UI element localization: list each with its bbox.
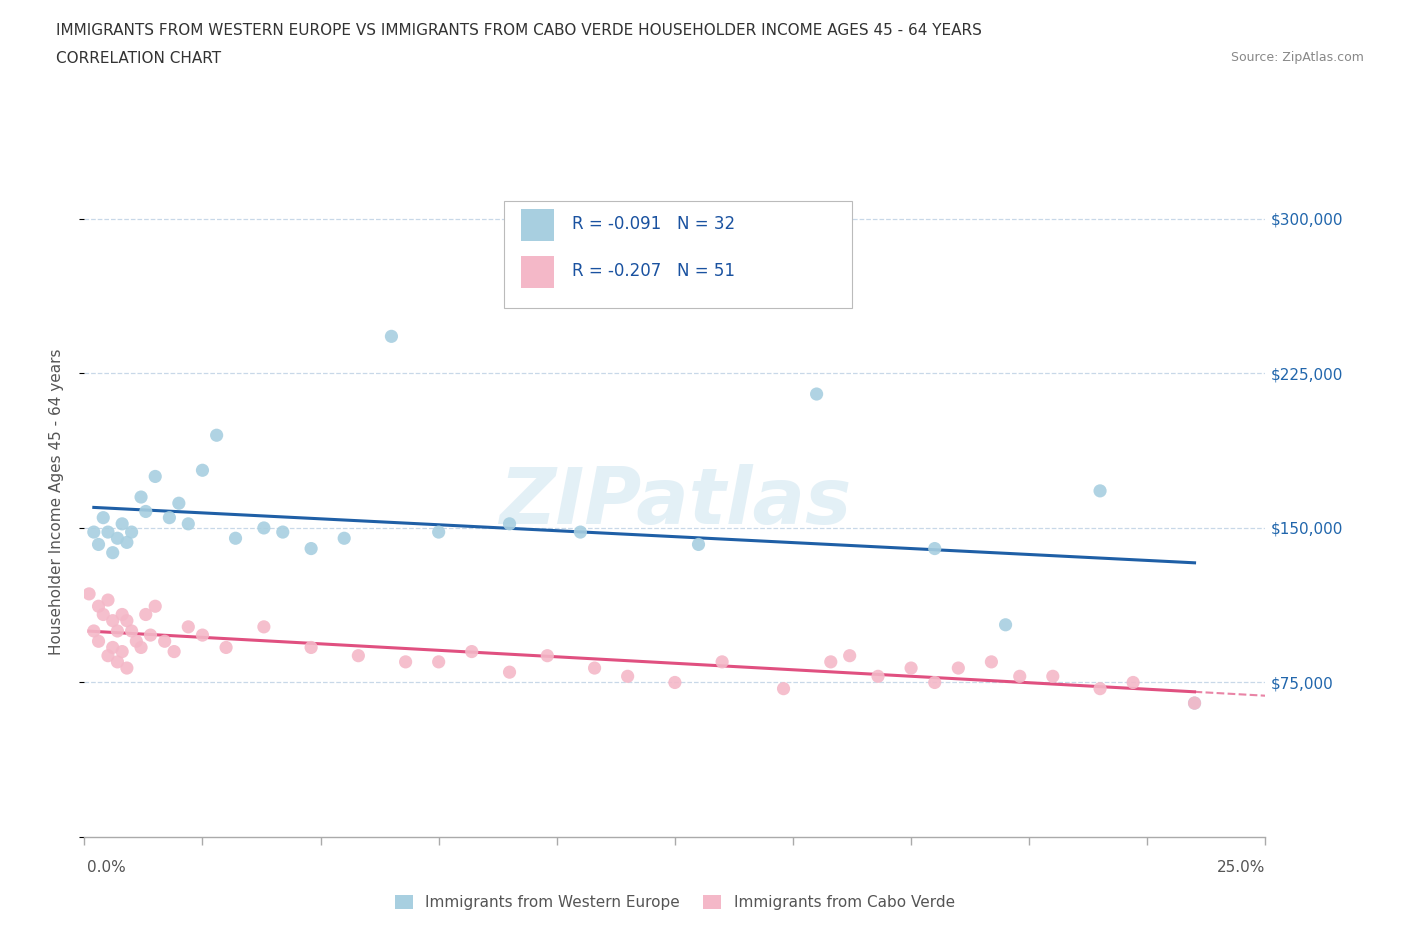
Point [97,592,120,607]
Point [688,537,710,551]
Point [177,619,200,634]
Point [347,648,370,663]
Text: ZIPatlas: ZIPatlas [499,464,851,540]
Text: R = -0.091   N = 32: R = -0.091 N = 32 [572,216,735,233]
Point [948,660,970,675]
Point [583,660,606,675]
Point [101,545,124,560]
Point [806,387,828,402]
Point [129,640,152,655]
Point [83,623,105,638]
Point [191,463,214,478]
Point [115,535,138,550]
Point [107,623,129,638]
Point [101,640,124,655]
Point [87,634,110,649]
Point [820,655,842,670]
Point [980,655,1002,670]
Point [121,623,143,638]
Point [115,613,138,628]
Point [215,640,238,655]
Point [139,628,162,643]
Point [107,531,129,546]
Point [121,525,143,539]
Point [253,619,276,634]
Point [1184,696,1206,711]
Point [191,628,214,643]
Point [1008,669,1031,684]
Point [111,644,134,659]
Point [994,618,1017,632]
Point [129,489,152,504]
Point [380,329,402,344]
Point [299,541,322,556]
Point [143,599,166,614]
Point [167,496,190,511]
Point [1184,696,1206,711]
Point [900,660,922,675]
Point [111,607,134,622]
Point [333,531,356,546]
Point [135,607,157,622]
FancyBboxPatch shape [522,256,554,288]
Point [97,648,120,663]
FancyBboxPatch shape [503,201,852,308]
Point [91,607,114,622]
Point [125,634,148,649]
Point [536,648,558,663]
Point [427,525,450,539]
Point [91,511,114,525]
Text: CORRELATION CHART: CORRELATION CHART [56,51,221,66]
Point [77,587,100,602]
Point [205,428,228,443]
Point [498,516,520,531]
Text: IMMIGRANTS FROM WESTERN EUROPE VS IMMIGRANTS FROM CABO VERDE HOUSEHOLDER INCOME : IMMIGRANTS FROM WESTERN EUROPE VS IMMIGR… [56,23,983,38]
Point [271,525,294,539]
Point [225,531,247,546]
Point [299,640,322,655]
Point [498,665,520,680]
Point [1122,675,1144,690]
Point [101,613,124,628]
Point [253,521,276,536]
Point [97,525,120,539]
Point [569,525,592,539]
Point [394,655,416,670]
Point [711,655,734,670]
Point [177,516,200,531]
Point [107,655,129,670]
Point [924,675,946,690]
Point [87,537,110,551]
Point [153,634,176,649]
Point [115,660,138,675]
Legend: Immigrants from Western Europe, Immigrants from Cabo Verde: Immigrants from Western Europe, Immigran… [389,889,960,916]
Point [427,655,450,670]
Point [664,675,686,690]
Point [866,669,889,684]
Point [83,525,105,539]
FancyBboxPatch shape [522,209,554,241]
Point [143,469,166,484]
Y-axis label: Householder Income Ages 45 - 64 years: Householder Income Ages 45 - 64 years [49,349,63,656]
Point [924,541,946,556]
Text: Source: ZipAtlas.com: Source: ZipAtlas.com [1230,51,1364,64]
Point [163,644,186,659]
Point [111,516,134,531]
Point [1088,484,1111,498]
Point [1042,669,1064,684]
Text: 25.0%: 25.0% [1218,860,1265,875]
Point [461,644,484,659]
Point [616,669,638,684]
Point [1088,681,1111,696]
Text: 0.0%: 0.0% [87,860,127,875]
Point [135,504,157,519]
Point [772,681,794,696]
Text: R = -0.207   N = 51: R = -0.207 N = 51 [572,262,735,280]
Point [157,511,180,525]
Point [838,648,860,663]
Point [87,599,110,614]
